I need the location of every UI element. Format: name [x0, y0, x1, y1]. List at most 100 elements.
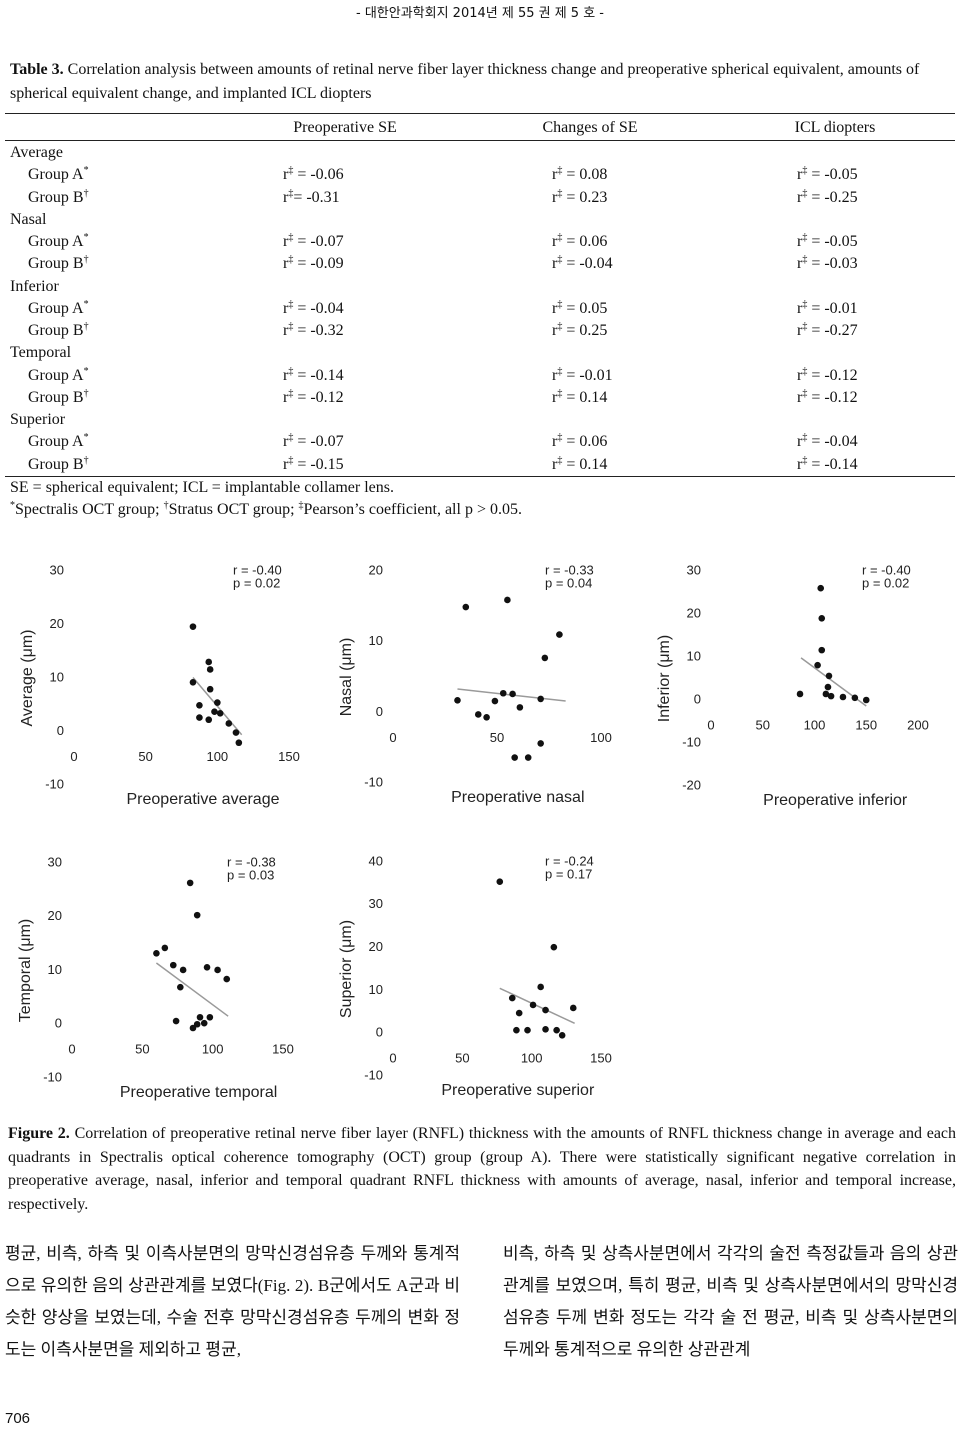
x-tick-label: 100	[804, 717, 826, 732]
superscript: ‡	[802, 321, 808, 332]
data-point	[556, 631, 563, 638]
y-tick-label: 10	[687, 648, 701, 663]
data-point	[179, 966, 187, 974]
table-cell: r‡= -0.31	[283, 187, 340, 206]
superscript: ‡	[802, 187, 808, 199]
x-tick-label: 50	[138, 749, 152, 764]
data-point	[817, 584, 825, 592]
body-column: 비측, 하측 및 상측사분면에서 각각의 술전 측정값들과 음의 상관관계를 보…	[503, 1244, 958, 1359]
superscript: †	[83, 187, 89, 199]
data-point	[537, 740, 544, 747]
data-point	[818, 646, 826, 654]
table-cell: r‡ = 0.23	[552, 187, 608, 206]
data-point	[537, 983, 544, 991]
data-point	[824, 683, 832, 691]
data-point	[516, 704, 524, 711]
y-tick-label: 10	[369, 633, 383, 648]
annotation: p = 0.03	[227, 867, 274, 882]
section-label: Superior	[10, 411, 66, 428]
data-point	[232, 729, 240, 736]
data-point	[839, 693, 847, 701]
table-rule	[5, 476, 955, 477]
y-tick-label: 0	[376, 704, 383, 719]
x-tick-label: 0	[389, 730, 396, 745]
row-label: Group B†	[28, 187, 89, 206]
row-label: Group A*	[28, 365, 89, 384]
y-tick-label: 20	[369, 939, 383, 954]
x-tick-label: 150	[272, 1042, 294, 1057]
data-point	[189, 678, 197, 686]
table-cell: r‡ = 0.25	[552, 321, 608, 340]
table-cell: r‡ = -0.01	[797, 298, 858, 317]
row-label: Group B†	[28, 454, 89, 473]
table-cell: r‡ = -0.07	[283, 232, 344, 251]
section-label: Temporal	[10, 344, 72, 362]
data-point	[225, 720, 233, 727]
x-tick-label: 100	[202, 1042, 224, 1057]
data-point	[205, 716, 213, 724]
annotation: r = -0.24	[545, 853, 594, 868]
table-cell: r‡ = 0.05	[552, 298, 608, 317]
data-point	[822, 690, 830, 698]
x-tick-label: 0	[68, 1042, 75, 1057]
trend-line	[499, 987, 575, 1025]
superscript: ‡	[298, 500, 304, 511]
x-axis-label: Preoperative average	[127, 791, 280, 808]
y-tick-label: 30	[687, 562, 701, 577]
data-point	[529, 1001, 537, 1009]
x-tick-label: 150	[855, 717, 877, 732]
y-axis-label: Temporal (μm)	[17, 919, 34, 1022]
section-label: Nasal	[10, 210, 47, 228]
y-axis-label: Nasal (μm)	[338, 638, 355, 717]
superscript: ‡	[557, 165, 563, 177]
y-tick-label: 20	[687, 605, 701, 620]
page-number: 706	[5, 1410, 31, 1427]
y-axis-label: Average (μm)	[19, 630, 36, 727]
x-tick-label: 100	[521, 1051, 543, 1066]
superscript: ‡	[802, 454, 808, 466]
table-cell: r‡ = -0.25	[797, 187, 858, 206]
superscript: ‡	[802, 298, 808, 310]
superscript: †	[83, 454, 89, 466]
table-cell: r‡ = -0.32	[283, 321, 344, 340]
x-tick-label: 0	[707, 717, 714, 732]
y-tick-label: 0	[55, 1016, 62, 1031]
data-point	[200, 1019, 208, 1027]
x-tick-label: 50	[455, 1051, 469, 1066]
superscript: ‡	[288, 232, 294, 243]
data-point	[153, 950, 160, 957]
superscript: ‡	[288, 454, 294, 466]
data-point	[206, 685, 214, 693]
superscript: ‡	[802, 365, 808, 377]
annotation: r = -0.33	[545, 562, 594, 577]
y-tick-label: 10	[50, 669, 64, 684]
annotation: p = 0.04	[545, 575, 592, 590]
x-axis-label: Preoperative nasal	[451, 789, 584, 806]
running-header: - 대한안과학회지 2014년 제 55 권 제 5 호 -	[356, 6, 604, 21]
x-tick-label: 200	[907, 717, 929, 732]
x-tick-label: 150	[278, 749, 300, 764]
x-tick-label: 0	[70, 749, 77, 764]
superscript: *	[83, 232, 89, 243]
x-tick-label: 50	[490, 730, 504, 745]
y-tick-label: 0	[57, 723, 64, 738]
superscript: ‡	[288, 321, 294, 332]
body-column: 평균, 비측, 하측 및 이측사분면의 망막신경섬유층 두께와 통계적으로 유의…	[5, 1244, 460, 1359]
table-cell: r‡ = -0.03	[797, 254, 858, 273]
data-point	[161, 944, 169, 952]
superscript: ‡	[557, 387, 563, 399]
data-point	[196, 714, 203, 721]
data-point	[862, 696, 870, 704]
row-label: Group A*	[28, 232, 89, 251]
superscript: *	[10, 500, 15, 511]
column-header: Changes of SE	[542, 119, 638, 136]
superscript: *	[83, 432, 89, 444]
data-point	[235, 739, 243, 747]
table-rule	[5, 140, 955, 141]
data-point	[537, 695, 544, 703]
table-cell: r‡ = -0.06	[283, 165, 344, 184]
figure-caption-text: Correlation of preoperative retinal nerv…	[8, 1125, 957, 1213]
y-axis-label: Superior (μm)	[338, 920, 355, 1018]
y-tick-label: -10	[364, 774, 383, 789]
